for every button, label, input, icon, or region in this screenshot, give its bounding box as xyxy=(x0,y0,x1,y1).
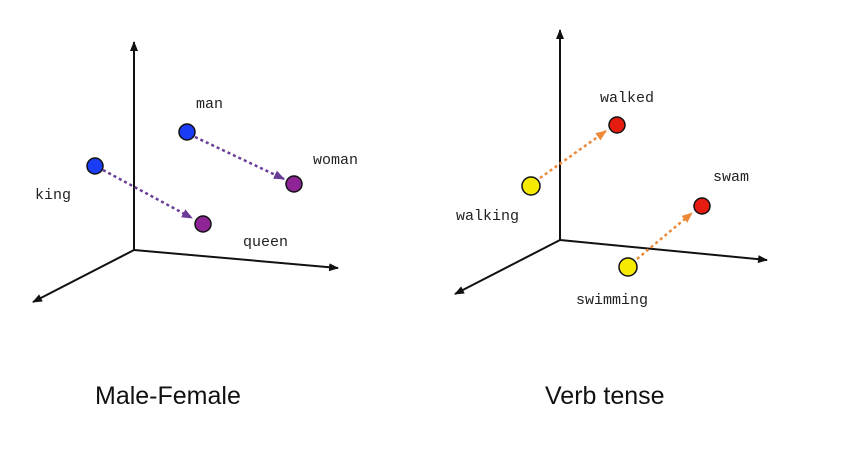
woman-point xyxy=(285,175,303,193)
left-axes xyxy=(32,41,339,303)
left-axis-horizontal xyxy=(133,249,339,272)
swimming-label: swimming xyxy=(576,292,648,309)
queen-label: queen xyxy=(243,234,288,251)
walking-point xyxy=(521,176,541,196)
swam-point xyxy=(693,197,711,215)
walking-to-walked-arrow xyxy=(539,129,607,180)
right-axes xyxy=(454,29,768,295)
man-label: man xyxy=(196,96,223,113)
male-female-caption: Male-Female xyxy=(95,382,241,410)
right-axis-depth xyxy=(454,239,561,295)
walked-label: walked xyxy=(600,90,654,107)
king-point xyxy=(86,157,104,175)
swam-label: swam xyxy=(713,169,749,186)
walking-label: walking xyxy=(456,208,519,225)
woman-label: woman xyxy=(313,152,358,169)
king-label: king xyxy=(35,187,71,204)
left-axis-depth xyxy=(32,249,135,303)
verb-tense-panel: walked walking swam swimming Verb tense xyxy=(454,29,768,410)
queen-point xyxy=(194,215,212,233)
verb-tense-caption: Verb tense xyxy=(545,382,665,410)
right-axis-horizontal xyxy=(559,239,768,264)
man-to-woman-arrow xyxy=(194,135,285,181)
swimming-point xyxy=(618,257,638,277)
male-female-panel: man woman king queen Male-Female xyxy=(32,41,358,410)
man-point xyxy=(178,123,196,141)
king-to-queen-arrow xyxy=(102,168,193,220)
walked-point xyxy=(608,116,626,134)
